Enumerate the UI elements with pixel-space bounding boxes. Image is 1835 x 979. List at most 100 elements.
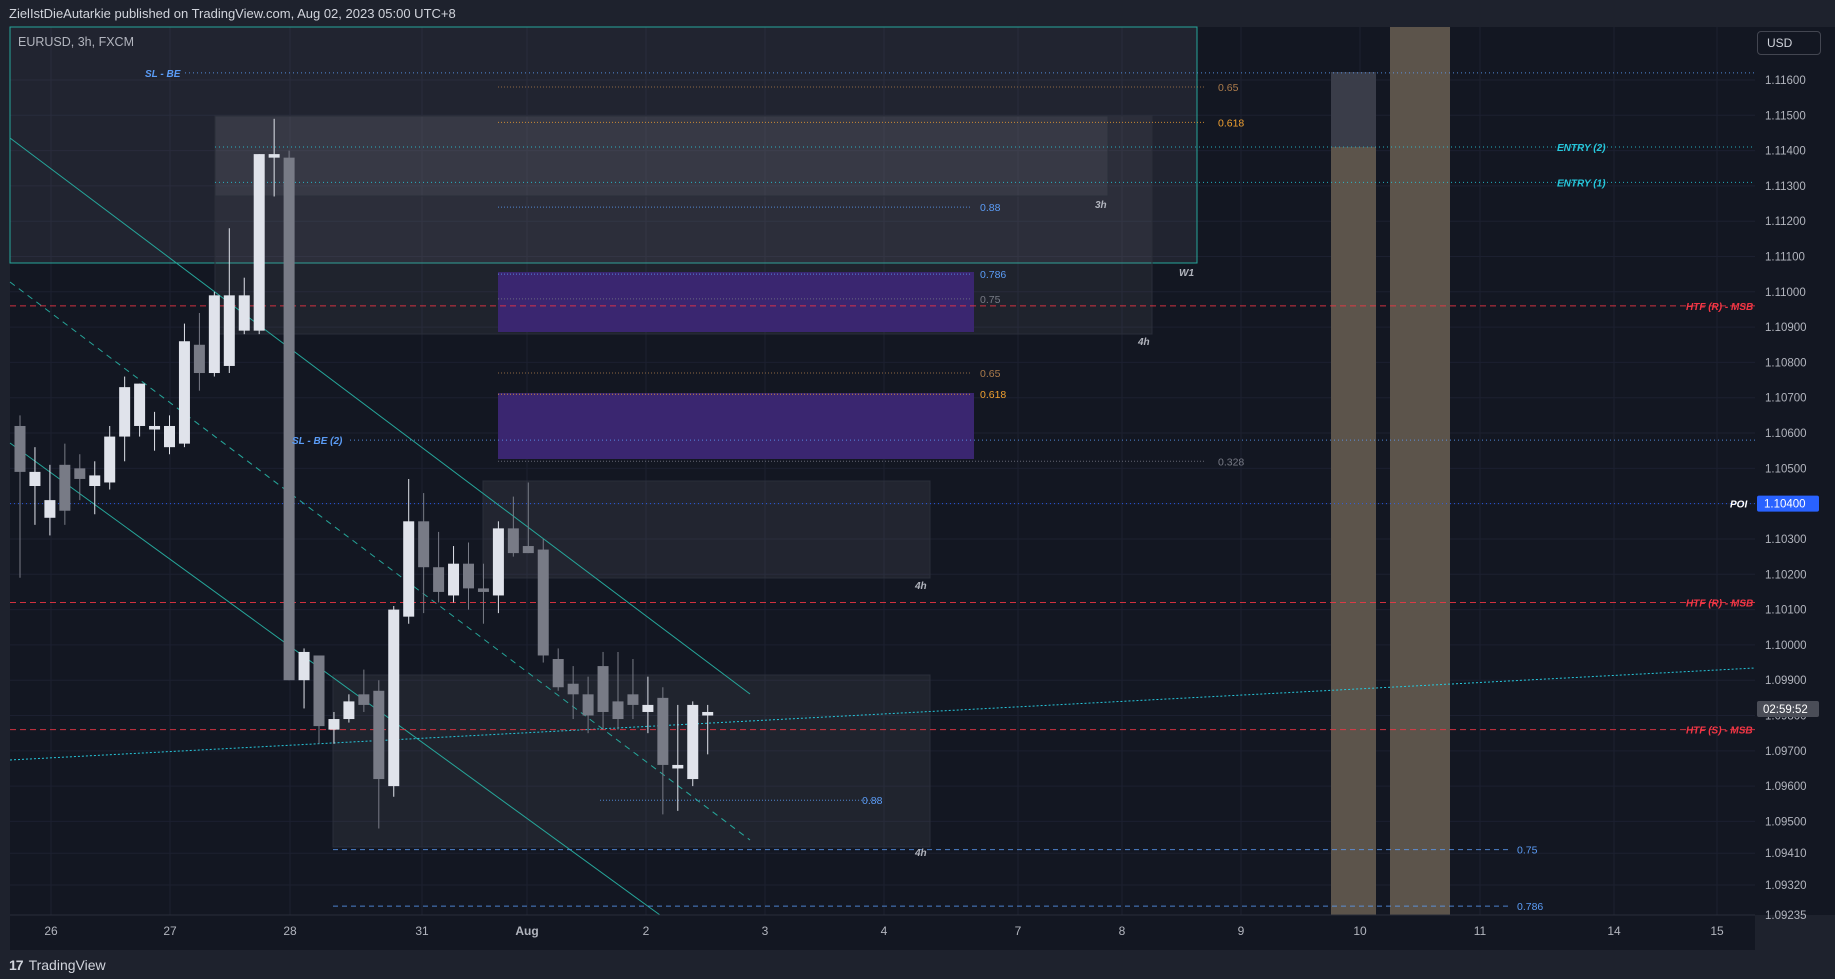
price-tick-label: 1.10300 [1765, 534, 1807, 546]
candle-body [463, 563, 474, 589]
footer-bar [0, 950, 1835, 979]
level-label: ENTRY (2) [1557, 143, 1606, 154]
time-tick-label: 27 [163, 924, 177, 938]
candle-body [522, 546, 534, 554]
time-tick-label: 11 [1474, 924, 1487, 938]
candle-body [403, 521, 415, 617]
level-label: ENTRY (1) [1557, 178, 1606, 189]
trendline-upper [9, 137, 751, 695]
price-tick-label: 1.09410 [1765, 848, 1807, 860]
candle-body [44, 500, 56, 518]
candle-body [104, 436, 116, 483]
price-tick-label: 1.09600 [1765, 781, 1807, 793]
zone-label: 4h [1137, 337, 1150, 348]
candle-body [298, 651, 310, 681]
time-tick-label: 26 [44, 924, 58, 938]
candle-body [687, 704, 699, 780]
4h-zone-middle [482, 480, 931, 579]
candle-body [164, 425, 175, 448]
trendline-lower [9, 442, 661, 916]
price-tick-label: 1.11500 [1765, 110, 1806, 122]
tradingview-logo-text: TradingView [28, 957, 106, 973]
candle-body [702, 711, 714, 716]
time-tick-label: 4 [881, 924, 888, 938]
fib-label: 0.328 [1218, 456, 1244, 468]
candle-body [268, 154, 280, 158]
candle-body [672, 764, 684, 769]
tradingview-logo[interactable]: 17 TradingView [9, 955, 106, 975]
fib-label: 0.75 [980, 294, 1001, 306]
time-tick-label: 14 [1607, 924, 1621, 938]
time-axis[interactable]: 26 27 28 31 Aug 2 3 4 7 8 9 10 11 14 15 [10, 914, 1755, 950]
time-tick-label: 3 [762, 924, 769, 938]
candle-body [612, 701, 624, 720]
candles-layer [14, 118, 714, 829]
currency-button[interactable]: USD [1757, 31, 1821, 55]
fib-label: 0.65 [1218, 82, 1239, 94]
fib-label: 0.786 [980, 269, 1006, 281]
published-header: ZielIstDieAutarkie published on TradingV… [0, 0, 1835, 27]
time-tick-label: 15 [1710, 924, 1724, 938]
candle-body [552, 659, 564, 688]
price-tick-label: 1.09700 [1765, 746, 1807, 758]
candle-body [89, 475, 101, 487]
weekly-zone [9, 26, 1198, 264]
price-tick-label: 1.11000 [1765, 287, 1806, 299]
zone-label: W1 [1179, 268, 1194, 279]
price-axis[interactable]: 1.11600 1.11500 1.11400 1.11300 1.11200 1.111… [1755, 27, 1835, 922]
candle-body [313, 655, 325, 727]
labels-layer: SL - BE ENTRY (2) ENTRY (1) HTF (R) - MSB SL… [145, 69, 1753, 913]
tan-column-right [1390, 27, 1450, 915]
candle-body [477, 588, 489, 592]
candle-body [627, 694, 639, 705]
lines-layer [9, 72, 1756, 916]
price-tick-label: 1.10900 [1765, 322, 1807, 334]
candle-body [193, 344, 205, 374]
price-tick-label: 1.09500 [1765, 816, 1807, 828]
price-tick-label: 1.10100 [1765, 605, 1807, 617]
price-tick-label: 1.09900 [1765, 675, 1807, 687]
zone-label: 4h [914, 581, 927, 592]
candle-body [642, 704, 654, 712]
candle-body [238, 295, 250, 331]
zone-label: 3h [1095, 200, 1107, 211]
zone-label: 4h [914, 848, 927, 859]
symbol-legend: EURUSD, 3h, FXCM [18, 35, 134, 49]
fib-label: 0.618 [980, 389, 1006, 401]
time-tick-label: 7 [1015, 924, 1022, 938]
time-tick-label: 8 [1119, 924, 1126, 938]
candle-body [597, 666, 609, 712]
candle-body [178, 341, 190, 444]
price-tick-label: 1.09320 [1765, 880, 1807, 892]
time-tick-label: 2 [643, 924, 650, 938]
candle-body [223, 295, 235, 366]
fib-label: 0.65 [980, 368, 1001, 380]
candle-body [283, 157, 295, 681]
level-label: SL - BE [145, 69, 181, 80]
trendline-dashed [9, 281, 751, 841]
time-tick-label: 10 [1353, 924, 1367, 938]
time-tick-label: 31 [415, 924, 429, 938]
trendline-rising [9, 667, 1756, 761]
time-axis-background [10, 915, 1755, 950]
candle-body [74, 468, 86, 479]
fib-label: 0.88 [980, 202, 1001, 214]
candle-body [119, 387, 131, 437]
3h-zone [214, 115, 1109, 197]
zones-layer [9, 26, 1450, 915]
candle-body [328, 719, 340, 730]
price-tick-label: 1.10600 [1765, 428, 1807, 440]
level-label: HTF (S) - MSB [1686, 726, 1753, 737]
time-tick-label: Aug [515, 924, 538, 938]
fib-label: 0.75 [1517, 845, 1538, 857]
countdown-tag [1757, 701, 1819, 717]
candle-body [358, 694, 370, 705]
candle-body [29, 471, 41, 487]
purple-zone-lower [498, 393, 974, 459]
candle-body [343, 701, 355, 720]
price-tick-label: 1.10700 [1765, 393, 1807, 405]
candle-body [567, 683, 579, 695]
chart-pane[interactable] [10, 27, 1755, 915]
tradingview-logo-icon: 17 [9, 957, 24, 973]
